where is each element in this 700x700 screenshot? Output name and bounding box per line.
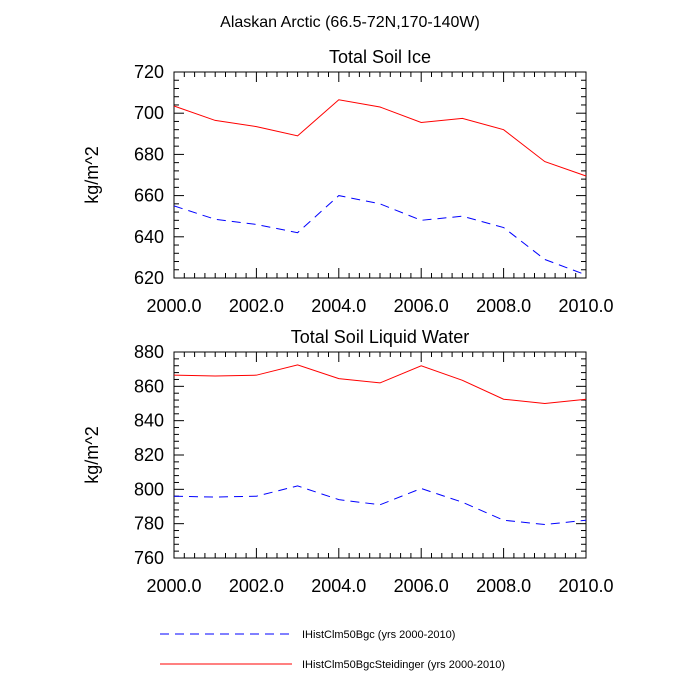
y-tick-label: 660: [134, 186, 164, 206]
x-tick-label: 2006.0: [394, 576, 449, 596]
legend-item-ihistclm50bgc: IHistClm50Bgc (yrs 2000-2010): [160, 629, 455, 641]
y-tick-label: 640: [134, 227, 164, 247]
x-tick-label: 2002.0: [229, 296, 284, 316]
y-tick-label: 720: [134, 62, 164, 82]
series-line-ihistclm50bgcsteidinger: [173, 99, 587, 177]
y-tick-label: 780: [134, 514, 164, 534]
plot-frame: [173, 71, 587, 279]
x-tick-label: 2000.0: [146, 296, 201, 316]
x-tick-label: 2010.0: [558, 296, 613, 316]
y-tick-label: 820: [134, 445, 164, 465]
y-tick-label: 760: [134, 548, 164, 568]
legend-label-ihistclm50bgc: IHistClm50Bgc (yrs 2000-2010): [302, 629, 455, 641]
series-line-ihistclm50bgc: [173, 195, 587, 276]
legend-item-ihistclm50bgcsteidinger: IHistClm50BgcSteidinger (yrs 2000-2010): [160, 659, 505, 671]
x-tick-label: 2000.0: [146, 576, 201, 596]
panel-total-soil-ice: Total Soil Ice 2000.0 2002.0 2004.0 2006.0 20…: [82, 47, 614, 316]
main-title: Alaskan Arctic (66.5-72N,170-140W): [220, 14, 480, 31]
y-tick-label: 860: [134, 376, 164, 396]
y-axis-label: kg/m^2: [82, 146, 102, 203]
y-tick-label: 840: [134, 411, 164, 431]
series-line-ihistclm50bgc: [173, 485, 587, 526]
x-tick-label: 2008.0: [476, 296, 531, 316]
series-line-ihistclm50bgcsteidinger: [173, 364, 587, 405]
y-tick-label: 880: [134, 342, 164, 362]
panel-total-soil-liquid-water: Total Soil Liquid Water 2000.0 2002.0 2004.…: [82, 327, 614, 596]
x-tick-label: 2006.0: [394, 296, 449, 316]
panel-title: Total Soil Ice: [329, 47, 431, 67]
legend-label-ihistclm50bgcsteidinger: IHistClm50BgcSteidinger (yrs 2000-2010): [302, 659, 505, 671]
panel-title: Total Soil Liquid Water: [291, 327, 469, 347]
x-tick-label: 2004.0: [311, 576, 366, 596]
x-tick-label: 2008.0: [476, 576, 531, 596]
y-tick-label: 680: [134, 144, 164, 164]
y-tick-label: 620: [134, 268, 164, 288]
x-tick-label: 2010.0: [558, 576, 613, 596]
legend: IHistClm50Bgc (yrs 2000-2010) IHistClm50…: [160, 629, 505, 671]
x-tick-label: 2002.0: [229, 576, 284, 596]
y-axis-label: kg/m^2: [82, 426, 102, 483]
y-tick-label: 700: [134, 103, 164, 123]
y-tick-label: 800: [134, 479, 164, 499]
x-tick-label: 2004.0: [311, 296, 366, 316]
